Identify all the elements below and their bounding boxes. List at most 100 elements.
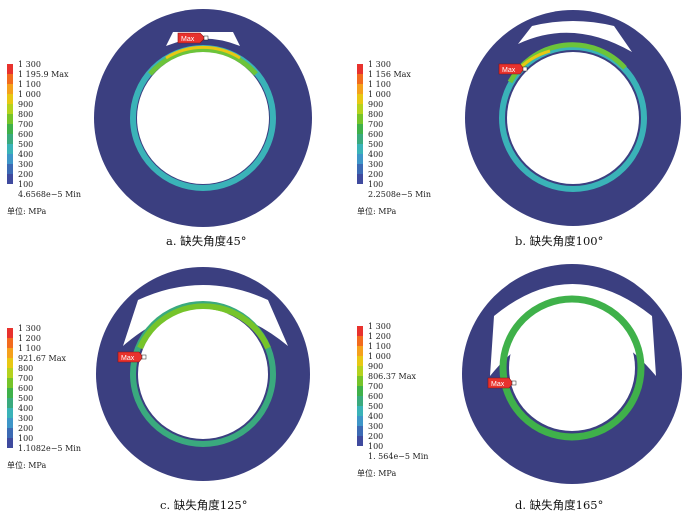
bore-b [507, 52, 639, 184]
legend-swatch [7, 378, 13, 388]
legend-label: 1 000 [368, 352, 391, 361]
legend-label: 800 [368, 110, 384, 119]
legend-label: 700 [368, 382, 384, 391]
missing-section-c [123, 285, 288, 346]
svg-text:Max: Max [491, 381, 505, 388]
panel-d: Max 1 300 1 200 1 100 1 000 900 806.37 Max 700… [350, 256, 700, 512]
legend-swatch [357, 164, 363, 174]
legend-label: 400 [368, 150, 384, 159]
legend-label: 800 [18, 364, 34, 373]
caption-a: a. 缺失角度45° [166, 234, 247, 248]
legend-swatch [357, 336, 363, 346]
svg-text:Max: Max [181, 36, 195, 43]
legend-swatch [7, 64, 13, 74]
legend-swatch [357, 326, 363, 336]
bore-d [509, 305, 635, 431]
legend-swatch [7, 124, 13, 134]
legend-label: 300 [18, 160, 34, 169]
legend-label: 600 [368, 392, 384, 401]
legend-swatch [7, 94, 13, 104]
legend-swatch [357, 84, 363, 94]
legend-swatch [357, 64, 363, 74]
missing-section-b [518, 21, 632, 52]
legend-swatch [357, 366, 363, 376]
legend-swatch [7, 114, 13, 124]
legend-swatch [7, 348, 13, 358]
legend-label: 700 [18, 120, 34, 129]
max-marker-a: Max [177, 32, 209, 44]
max-marker-c: Max [117, 351, 147, 363]
legend-label: 1 300 [18, 324, 41, 333]
legend-label: 100 [368, 442, 384, 451]
legend-label: 1 100 [368, 342, 391, 351]
legend-swatch [357, 386, 363, 396]
legend-label: 300 [18, 414, 34, 423]
legend-swatch [357, 436, 363, 446]
legend-swatch [7, 74, 13, 84]
legend-label: 500 [368, 140, 384, 149]
svg-text:Max: Max [121, 355, 135, 362]
stress-contour-a: Max [94, 9, 312, 227]
legend-swatch [357, 174, 363, 184]
legend-label: 500 [368, 402, 384, 411]
legend-swatch [7, 418, 13, 428]
svg-text:Max: Max [502, 67, 516, 74]
legend-label: 100 [368, 180, 384, 189]
legend-label: 1 156 Max [368, 70, 411, 79]
caption-c: c. 缺失角度125° [160, 498, 248, 512]
legend-swatch [357, 94, 363, 104]
legend-label: 300 [368, 160, 384, 169]
legend-swatch [357, 376, 363, 386]
legend-swatch [7, 388, 13, 398]
legend-swatch [7, 328, 13, 338]
panel-c: Max 1 300 1 200 1 100 921.67 Max 800 700 600 50… [0, 256, 350, 512]
legend-label: 800 [18, 110, 34, 119]
legend-swatch [7, 408, 13, 418]
legend-swatch [7, 428, 13, 438]
legend-unit: 单位: MPa [357, 207, 397, 216]
legend-label: 1 200 [368, 332, 391, 341]
legend-swatch [357, 356, 363, 366]
legend-unit: 单位: MPa [357, 469, 397, 478]
legend-swatch [7, 84, 13, 94]
legend-label: 1 000 [18, 90, 41, 99]
legend-label: 806.37 Max [368, 372, 417, 381]
caption-d: d. 缺失角度165° [515, 498, 604, 512]
legend-label: 400 [18, 150, 34, 159]
caption-b: b. 缺失角度100° [515, 234, 604, 248]
legend-label: 2.2508e−5 Min [368, 190, 431, 199]
legend-label: 200 [18, 170, 34, 179]
legend-swatch [7, 174, 13, 184]
panel-b: Max 1 300 1 156 Max 1 100 1 000 900 800 700 600… [350, 0, 700, 256]
legend-swatch [7, 164, 13, 174]
panel-a: Max 1 300 1 195.9 Max 1 100 1 000 900 800 700 6… [0, 0, 350, 256]
legend-label: 600 [18, 384, 34, 393]
legend-label: 700 [18, 374, 34, 383]
legend-label: 4.6568e−5 Min [18, 190, 81, 199]
legend-label: 1.1082e−5 Min [18, 444, 81, 453]
legend-label: 100 [18, 434, 34, 443]
legend-swatch [357, 74, 363, 84]
legend-swatch [7, 368, 13, 378]
legend-label: 900 [18, 100, 34, 109]
legend-label: 400 [368, 412, 384, 421]
stress-contour-d: Max [462, 264, 682, 484]
legend-swatch [7, 104, 13, 114]
legend-swatch [7, 358, 13, 368]
legend-unit: 单位: MPa [7, 207, 47, 216]
legend-swatch [357, 154, 363, 164]
missing-section-d [490, 284, 656, 376]
max-marker-b: Max [498, 63, 528, 75]
legend-swatch [7, 338, 13, 348]
legend-label: 1 195.9 Max [18, 70, 69, 79]
legend-label: 1 100 [18, 344, 41, 353]
legend-label: 600 [368, 130, 384, 139]
legend-swatch [7, 398, 13, 408]
legend-label: 500 [18, 394, 34, 403]
legend-swatch [357, 104, 363, 114]
legend-swatch [357, 426, 363, 436]
legend-swatch [357, 134, 363, 144]
legend-label: 600 [18, 130, 34, 139]
bore-c [138, 309, 268, 439]
legend-label: 1. 564e−5 Min [368, 452, 429, 461]
